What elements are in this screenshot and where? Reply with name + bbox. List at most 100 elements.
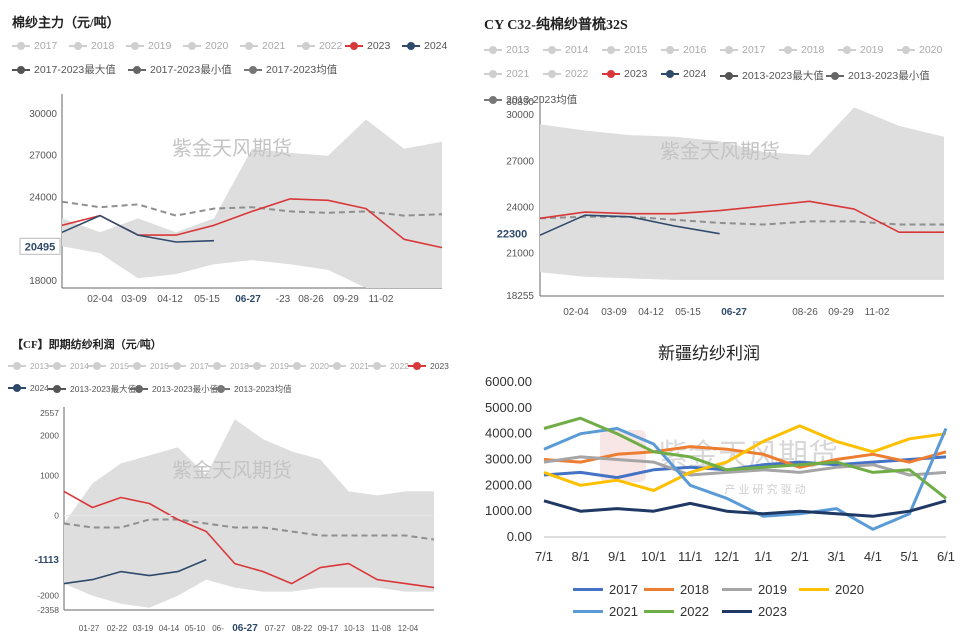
- x-tick-label: 02-04: [563, 307, 589, 318]
- legend-item[interactable]: 2022: [368, 361, 409, 371]
- legend-label: 2020: [919, 44, 943, 56]
- legend-swatch: [484, 45, 502, 55]
- legend-item[interactable]: 2018: [779, 44, 824, 56]
- legend-item[interactable]: 2014: [543, 44, 588, 56]
- series-line-2021: [543, 427, 948, 531]
- legend-item[interactable]: 2022: [644, 604, 709, 619]
- legend-item[interactable]: 2019: [838, 44, 883, 56]
- legend-item[interactable]: 2017-2023最小值: [128, 62, 232, 77]
- legend-item[interactable]: 2019: [248, 361, 289, 371]
- legend-item[interactable]: 2019: [722, 582, 787, 597]
- legend-item[interactable]: 2016: [128, 361, 169, 371]
- legend-item[interactable]: 2013-2023均值: [484, 92, 577, 107]
- legend-item[interactable]: 2018: [644, 582, 709, 597]
- legend-label: 2018: [91, 40, 115, 52]
- legend-swatch: [543, 69, 561, 79]
- legend-swatch: [328, 361, 346, 371]
- legend-item[interactable]: 2013-2023最小值: [130, 383, 218, 395]
- y-tick-label: 2000: [40, 430, 59, 440]
- legend-item[interactable]: 2013-2023最小值: [826, 68, 930, 83]
- legend-label: 2023: [624, 68, 648, 80]
- legend-item[interactable]: 2013: [484, 44, 529, 56]
- y-tick-label: 24000: [506, 203, 534, 214]
- legend-item[interactable]: 2016: [661, 44, 706, 56]
- legend-swatch: [128, 361, 146, 371]
- x-tick-label: 01-27: [79, 624, 100, 633]
- legend-item[interactable]: 2021: [484, 68, 529, 80]
- legend-item[interactable]: 2013: [8, 361, 49, 371]
- legend-swatch: [722, 588, 752, 591]
- legend-label: 2017-2023均值: [266, 64, 338, 76]
- legend-label: 2017: [609, 582, 638, 597]
- legend-item[interactable]: 2020: [799, 582, 864, 597]
- legend-item[interactable]: 2024: [8, 383, 49, 393]
- legend-item[interactable]: 2013-2023均值: [212, 383, 292, 395]
- legend-item[interactable]: 2022: [543, 68, 588, 80]
- y-tick-label: 18255: [506, 291, 534, 302]
- legend-swatch: [720, 45, 738, 55]
- legend-item[interactable]: 2013-2023最大值: [720, 68, 824, 83]
- legend-swatch: [644, 588, 674, 591]
- legend-label: 2014: [565, 44, 589, 56]
- legend-item[interactable]: 2020: [288, 361, 329, 371]
- legend-swatch: [288, 361, 306, 371]
- legend-swatch: [368, 361, 386, 371]
- legend-item[interactable]: 2021: [573, 604, 638, 619]
- legend-label: 2013-2023均值: [506, 94, 578, 106]
- legend-swatch: [126, 41, 144, 51]
- legend-item[interactable]: 2017-2023均值: [244, 62, 337, 77]
- legend-label: 2023: [367, 40, 391, 52]
- legend-swatch: [12, 65, 30, 75]
- legend-item[interactable]: 2024: [661, 68, 706, 80]
- legend-item[interactable]: 2014: [48, 361, 89, 371]
- chart-panel-spinning-profit: 【CF】即期纺纱利润（元/吨） 2013 2014 2015 2016 2017 2018…: [0, 325, 480, 638]
- legend-item[interactable]: 2018: [208, 361, 249, 371]
- legend-item[interactable]: 2024: [402, 40, 447, 52]
- legend-label: 2019: [860, 44, 884, 56]
- legend-item[interactable]: 2019: [126, 40, 171, 52]
- legend-label: 2022: [319, 40, 343, 52]
- y-tick-label: 0: [54, 510, 59, 520]
- legend-item[interactable]: 2015: [88, 361, 129, 371]
- legend-item[interactable]: 2017: [168, 361, 209, 371]
- legend-label: 2017-2023最小值: [150, 64, 232, 76]
- legend-item[interactable]: 2023: [722, 604, 787, 619]
- current-value-label: 20495: [25, 241, 56, 253]
- legend-swatch: [168, 361, 186, 371]
- legend-swatch: [602, 69, 620, 79]
- x-tick-label: 10-13: [344, 624, 365, 633]
- legend-item[interactable]: 2015: [602, 44, 647, 56]
- y-tick-label: 4000.00: [485, 426, 532, 441]
- legend-item[interactable]: 2013-2023最大值: [48, 383, 136, 395]
- legend-item[interactable]: 2021: [240, 40, 285, 52]
- legend-label: 2021: [609, 604, 638, 619]
- legend-item[interactable]: 2023: [602, 68, 647, 80]
- x-tick-label: 08-22: [292, 624, 313, 633]
- legend-item[interactable]: 2017: [573, 582, 638, 597]
- x-tick-label: 03-19: [133, 624, 154, 633]
- legend-item[interactable]: 2017-2023最大值: [12, 62, 116, 77]
- legend-item[interactable]: 2020: [183, 40, 228, 52]
- legend-label: 2020: [835, 582, 864, 597]
- legend-swatch: [244, 65, 262, 75]
- legend-swatch: [12, 41, 30, 51]
- legend-item[interactable]: 2017: [720, 44, 765, 56]
- legend-item[interactable]: 2023: [345, 40, 390, 52]
- legend-label: 2018: [801, 44, 825, 56]
- legend-label: 2024: [424, 40, 448, 52]
- legend-item[interactable]: 2022: [297, 40, 342, 52]
- legend-item[interactable]: 2023: [408, 361, 449, 371]
- legend-item[interactable]: 2020: [897, 44, 942, 56]
- legend-swatch: [212, 384, 230, 394]
- chart-panel-cotton-yarn-main: 棉纱主力（元/吨） 2017 2018 2019 2020 2021 2022 2023 20…: [0, 0, 480, 325]
- legend-swatch: [897, 45, 915, 55]
- legend-swatch: [484, 69, 502, 79]
- legend-swatch: [661, 69, 679, 79]
- legend-label: 2015: [624, 44, 648, 56]
- legend-label: 2020: [310, 361, 329, 371]
- y-tick-label: 27000: [29, 151, 57, 162]
- legend-item[interactable]: 2021: [328, 361, 369, 371]
- legend-item[interactable]: 2018: [69, 40, 114, 52]
- legend-item[interactable]: 2017: [12, 40, 57, 52]
- legend-swatch: [408, 361, 426, 371]
